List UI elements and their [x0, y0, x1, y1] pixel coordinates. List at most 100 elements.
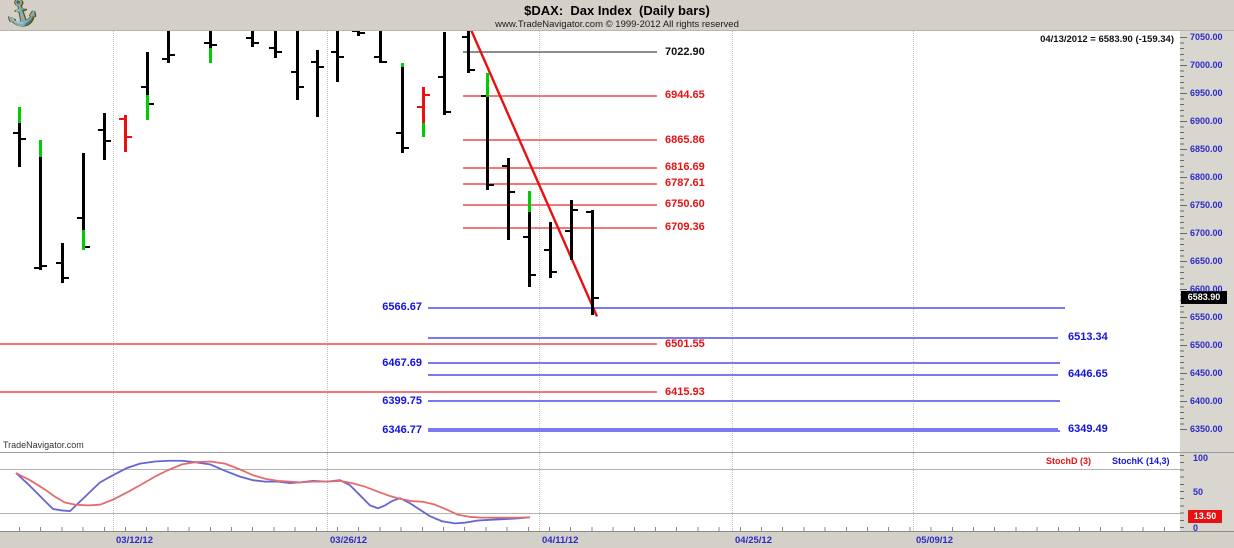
- pane-separator-mid: [0, 452, 1234, 453]
- stochastic-pane: StochD (3) StochK (14,3): [0, 453, 1180, 531]
- price-level-line: [463, 51, 657, 54]
- open-tick: [438, 75, 443, 78]
- price-level-label: 6446.65: [1068, 368, 1108, 381]
- stoch-k-legend: StochK (14,3): [1112, 456, 1170, 466]
- close-tick: [299, 86, 304, 89]
- close-tick: [425, 94, 430, 97]
- price-level-label: 6349.49: [1068, 422, 1108, 435]
- bar-accent-green: [209, 47, 212, 63]
- bar-range: [251, 30, 254, 48]
- price-level-label: 6944.65: [665, 89, 705, 102]
- ohlc-bar: [311, 30, 324, 452]
- stoch-line-d: [15, 460, 531, 519]
- ohlc-bar: [502, 30, 515, 452]
- close-tick: [573, 209, 578, 212]
- bar-range: [18, 107, 21, 167]
- price-level-line: [463, 226, 657, 229]
- ohlc-bar: [374, 30, 387, 452]
- close-tick: [489, 183, 494, 186]
- ohlc-bar: [396, 30, 409, 452]
- price-level-label: 6467.69: [382, 356, 422, 369]
- bar-accent-green: [82, 230, 85, 250]
- bar-range: [528, 191, 531, 287]
- bar-range: [379, 30, 382, 63]
- price-axis-label: 6950.00: [1190, 88, 1223, 98]
- bar-range: [39, 140, 42, 270]
- grid-line-vertical: [539, 30, 540, 452]
- last-price-marker: 6583.90: [1181, 291, 1227, 305]
- close-tick: [339, 56, 344, 59]
- close-tick: [85, 246, 90, 248]
- ohlc-bar: [98, 30, 111, 452]
- open-tick: [98, 128, 103, 131]
- price-level-label: 6709.36: [665, 221, 705, 234]
- bar-accent-green: [39, 140, 42, 157]
- price-axis-label: 6600.00: [1190, 284, 1223, 294]
- open-tick: [502, 164, 507, 167]
- date-label: 04/11/12: [542, 535, 579, 546]
- price-level-label: 6513.34: [1068, 331, 1108, 344]
- watermark-text: TradeNavigator.com: [3, 440, 84, 450]
- ohlc-bar: [523, 30, 536, 452]
- stoch-plot: [15, 459, 531, 525]
- bar-range: [146, 52, 149, 120]
- grid-line-vertical: [913, 30, 914, 452]
- ohlc-bar: [352, 30, 365, 452]
- price-axis-label: 7000.00: [1190, 60, 1223, 70]
- open-tick: [77, 216, 82, 219]
- date-label: 05/09/12: [916, 535, 953, 546]
- ohlc-bar: [565, 30, 578, 452]
- price-axis-label: 6700.00: [1190, 228, 1223, 238]
- bar-accent-green: [528, 191, 531, 213]
- price-level-line: [0, 391, 657, 394]
- open-tick: [119, 117, 124, 120]
- price-level-label: 6399.75: [382, 394, 422, 407]
- ohlc-bar: [462, 30, 475, 452]
- open-tick: [396, 131, 401, 134]
- grid-line-vertical: [539, 453, 540, 531]
- stoch-axis-ticks: [1180, 455, 1184, 529]
- ohlc-bar: [331, 30, 344, 452]
- bar-accent-green: [401, 62, 404, 67]
- open-tick: [586, 211, 591, 214]
- date-label: 04/25/12: [735, 535, 772, 546]
- copyright-subtitle: www.TradeNavigator.com © 1999-2012 All r…: [495, 19, 739, 30]
- price-level-line: [428, 362, 1060, 365]
- price-axis-major-ticks: [1180, 37, 1187, 431]
- grid-line-vertical: [913, 453, 914, 531]
- ohlc-bar: [586, 30, 599, 452]
- price-axis-label: 6750.00: [1190, 200, 1223, 210]
- close-tick: [254, 41, 259, 44]
- bar-range: [103, 113, 106, 161]
- close-tick: [552, 271, 557, 274]
- bar-range: [336, 30, 339, 82]
- grid-line-vertical: [732, 30, 733, 452]
- bar-accent-green: [486, 72, 489, 97]
- price-axis-label: 6800.00: [1190, 172, 1223, 182]
- grid-line-vertical: [327, 453, 328, 531]
- daily-minor-ticks: [19, 527, 1179, 531]
- bar-range: [467, 30, 470, 73]
- price-level-line: [463, 166, 657, 169]
- close-tick: [404, 146, 409, 149]
- price-level-label: 6816.69: [665, 161, 705, 174]
- price-axis-label: 6900.00: [1190, 116, 1223, 126]
- price-level-line: [428, 336, 1058, 339]
- close-tick: [277, 51, 282, 54]
- close-tick: [170, 53, 175, 56]
- close-tick: [149, 103, 154, 106]
- bar-range: [124, 114, 127, 152]
- bar-accent-green: [146, 95, 149, 120]
- open-tick: [13, 131, 18, 134]
- price-axis-label: 6500.00: [1190, 340, 1223, 350]
- stoch-axis-label: 0: [1193, 523, 1199, 533]
- bar-range: [316, 49, 319, 118]
- ohlc-bar: [119, 30, 132, 452]
- price-level-line: [463, 182, 657, 185]
- open-tick: [352, 30, 357, 33]
- close-tick: [470, 69, 475, 72]
- ohlc-bar: [13, 30, 26, 452]
- close-tick: [446, 111, 451, 114]
- price-axis-label: 6550.00: [1190, 312, 1223, 322]
- ohlc-bar: [544, 30, 557, 452]
